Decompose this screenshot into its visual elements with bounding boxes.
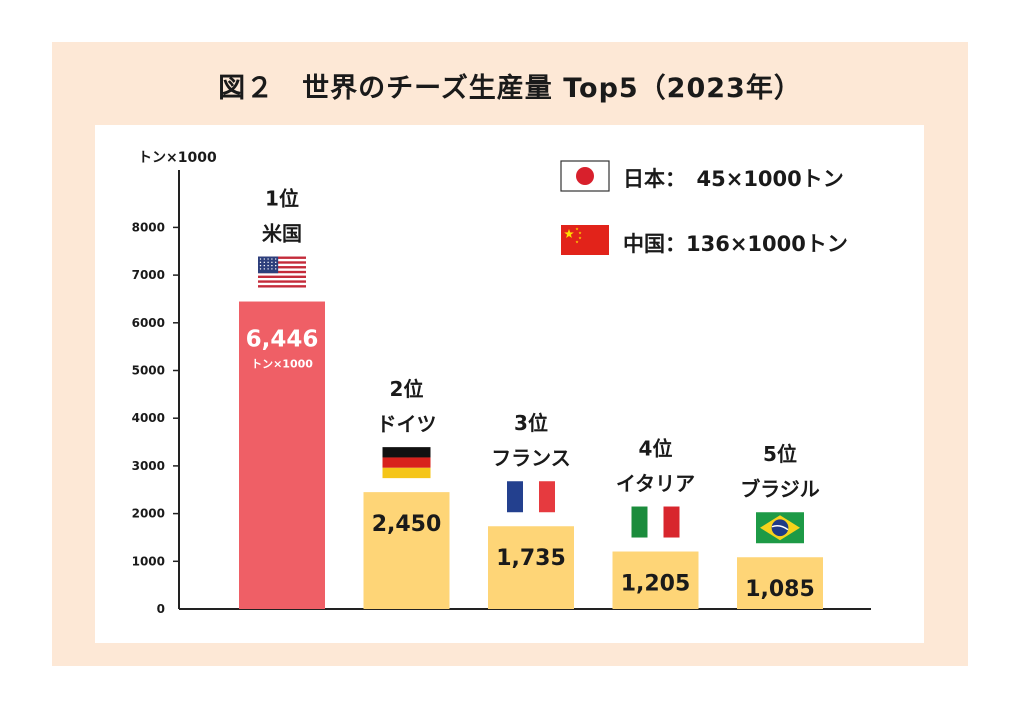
legend-flags bbox=[560, 160, 610, 255]
rank-label: 1位 bbox=[265, 187, 299, 211]
y-tick-label: 6000 bbox=[132, 316, 165, 330]
y-tick-label: 4000 bbox=[132, 411, 165, 425]
category-label: ブラジル bbox=[740, 477, 820, 501]
brazil-flag bbox=[756, 512, 804, 544]
bar-unit-label: トン×1000 bbox=[251, 358, 313, 371]
bar-1 bbox=[239, 301, 325, 609]
bar-labels: 6,446 トン×1000 米国 1位 2,450 ドイツ 2位 1,735 フランス 3位 1,2… bbox=[246, 187, 820, 603]
y-tick-label: 3000 bbox=[132, 459, 165, 473]
bar-2 bbox=[363, 492, 450, 609]
category-label: ドイツ bbox=[377, 412, 437, 436]
y-tick-label: 8000 bbox=[132, 220, 165, 234]
y-tick-label: 0 bbox=[157, 602, 165, 616]
italy-flag bbox=[631, 506, 680, 538]
rank-label: 5位 bbox=[763, 442, 797, 466]
rank-label: 3位 bbox=[514, 411, 548, 435]
rank-label: 2位 bbox=[390, 377, 424, 401]
germany-flag bbox=[382, 447, 431, 479]
bar-4 bbox=[612, 551, 699, 609]
france-flag bbox=[507, 481, 555, 513]
bar-value-label: 1,735 bbox=[496, 546, 566, 571]
usa-flag bbox=[258, 256, 306, 288]
y-tick-label: 5000 bbox=[132, 364, 165, 378]
legend-china-text: 中国：136×1000トン bbox=[623, 232, 848, 256]
y-tick-label: 2000 bbox=[132, 507, 165, 521]
china-flag bbox=[561, 225, 609, 255]
y-tick-label: 7000 bbox=[132, 268, 165, 282]
bars bbox=[239, 301, 823, 609]
y-axis-unit-label: トン×1000 bbox=[138, 150, 217, 166]
legend-japan-text: 日本： 45×1000トン bbox=[623, 167, 844, 191]
category-label: フランス bbox=[491, 446, 571, 470]
bar-value-label: 1,205 bbox=[621, 572, 691, 597]
bar-value-label: 1,085 bbox=[745, 577, 815, 602]
bar-value-label: 6,446 bbox=[246, 327, 319, 353]
category-label: イタリア bbox=[616, 472, 695, 496]
bar-value-label: 2,450 bbox=[372, 512, 442, 537]
chart-title: 図２ 世界のチーズ生産量 Top5（2023年） bbox=[218, 73, 802, 104]
y-tick-label: 1000 bbox=[132, 554, 165, 568]
category-label: 米国 bbox=[262, 222, 302, 246]
japan-flag bbox=[560, 160, 610, 192]
bar-3 bbox=[488, 526, 574, 609]
rank-label: 4位 bbox=[639, 437, 673, 461]
bar-5 bbox=[737, 557, 823, 609]
